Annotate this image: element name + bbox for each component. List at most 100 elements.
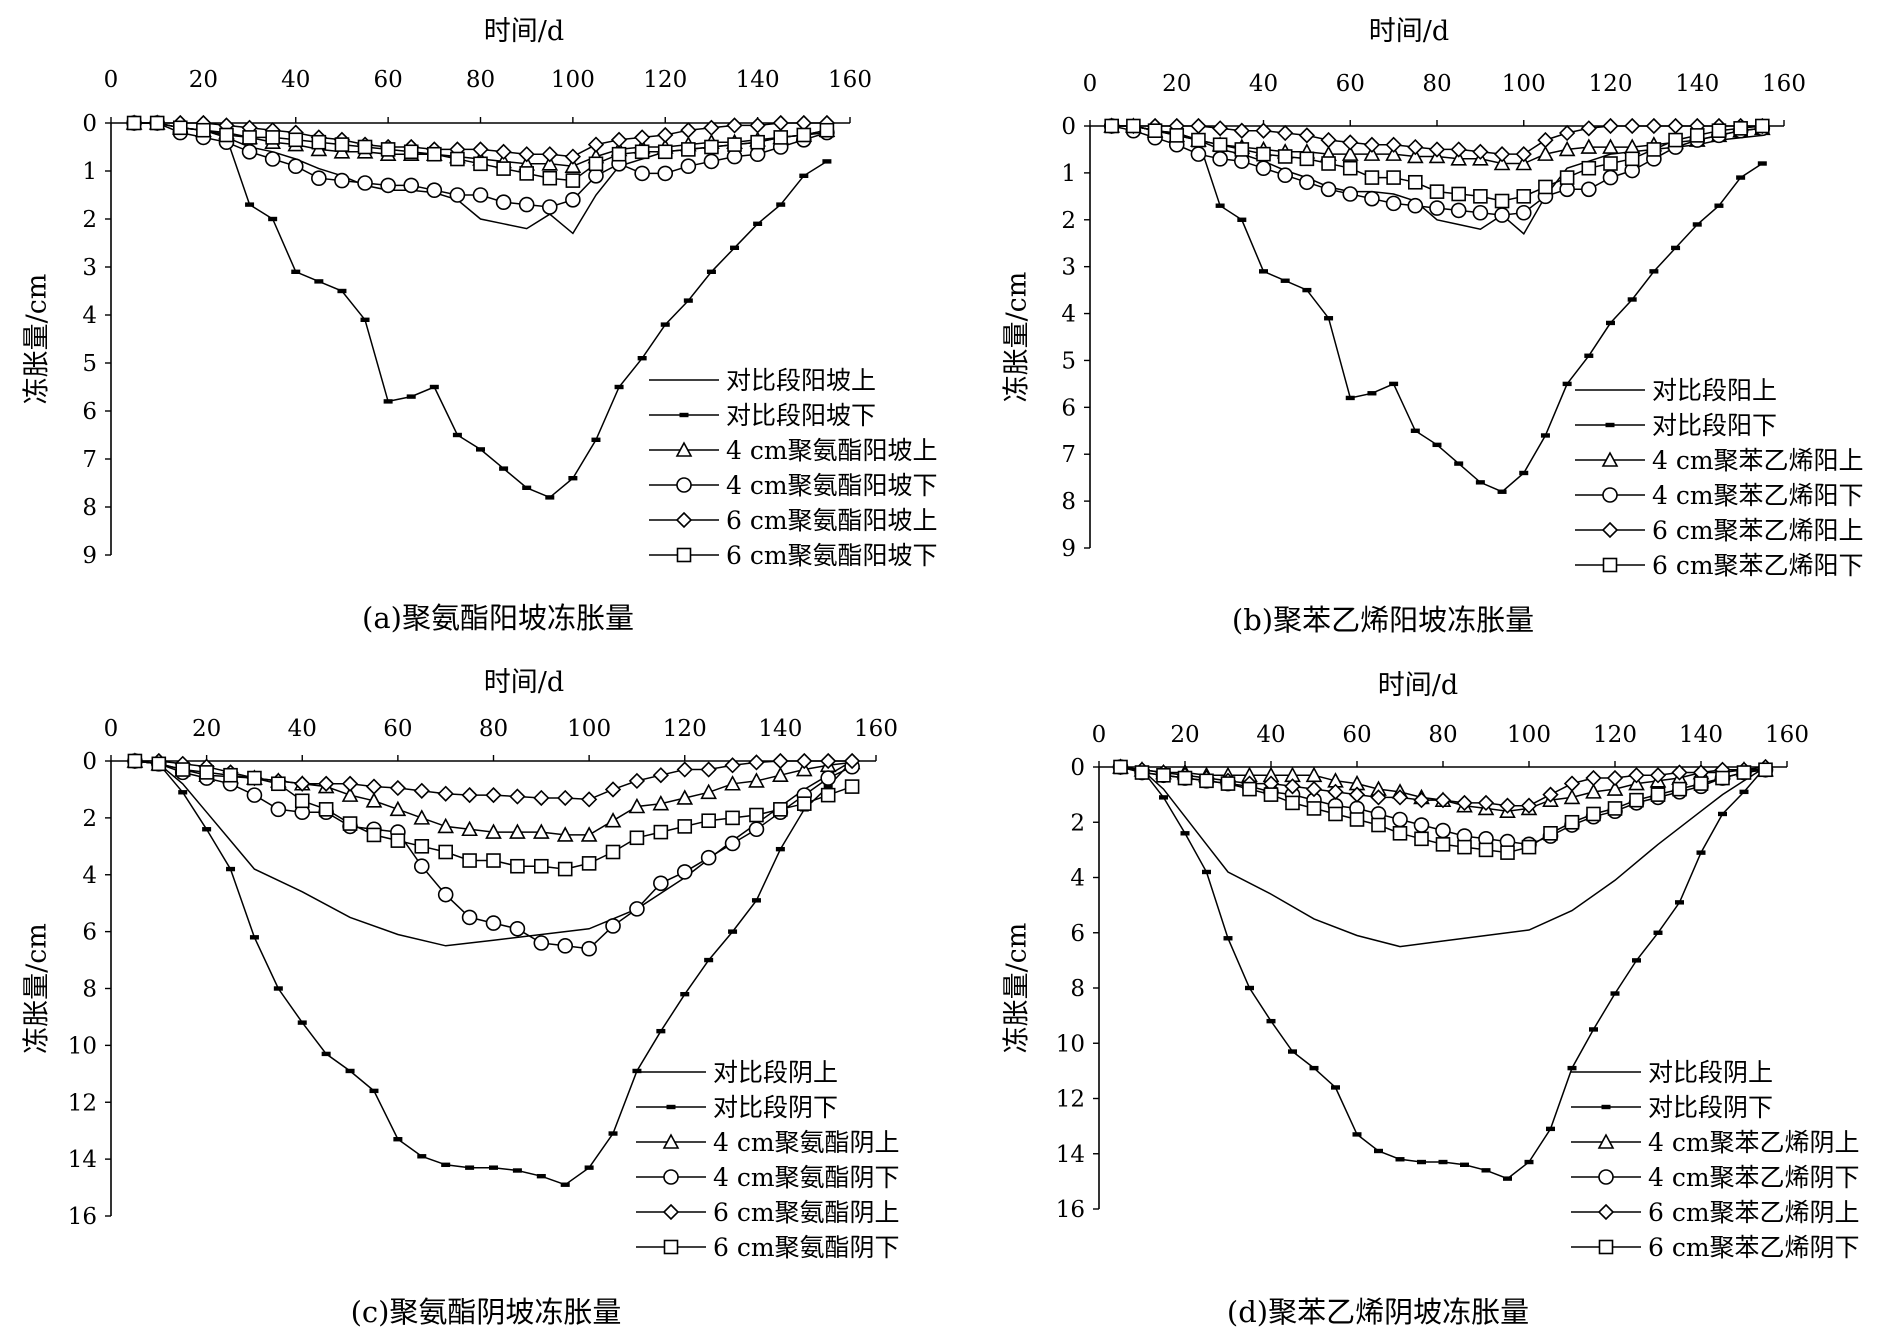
legend-label: 对比段阳上 bbox=[1652, 376, 1777, 405]
data-point bbox=[1288, 1049, 1297, 1054]
data-point bbox=[1385, 136, 1402, 153]
legend-marker bbox=[1597, 1133, 1615, 1149]
data-point bbox=[819, 122, 835, 138]
data-point bbox=[1477, 794, 1495, 812]
y-axis-title: 冻胀量/cm bbox=[1002, 923, 1033, 1054]
data-point bbox=[1581, 181, 1597, 198]
data-point bbox=[680, 122, 697, 139]
data-point bbox=[345, 1068, 355, 1074]
data-point bbox=[1515, 204, 1532, 221]
data-point bbox=[437, 817, 455, 834]
data-point bbox=[727, 137, 742, 152]
data-point bbox=[748, 772, 765, 788]
data-point bbox=[1520, 797, 1538, 814]
x-tick-label: 160 bbox=[854, 716, 898, 742]
data-point bbox=[1649, 269, 1659, 274]
data-point bbox=[223, 767, 238, 783]
data-point bbox=[1580, 138, 1598, 154]
data-point bbox=[1113, 759, 1128, 775]
data-point bbox=[1515, 154, 1533, 171]
y-tick-label: 2 bbox=[1061, 208, 1076, 234]
data-point bbox=[1693, 776, 1709, 791]
data-point bbox=[1457, 839, 1472, 855]
data-point bbox=[510, 858, 525, 874]
data-point bbox=[1385, 195, 1402, 212]
data-point bbox=[751, 898, 761, 903]
legend-label: 4 cm聚氨酯阴上 bbox=[713, 1128, 900, 1157]
data-point bbox=[533, 789, 550, 807]
data-point bbox=[776, 202, 786, 207]
data-point bbox=[485, 823, 502, 839]
data-point bbox=[509, 920, 526, 937]
data-point bbox=[1454, 461, 1464, 466]
data-point bbox=[476, 447, 485, 452]
data-point bbox=[1472, 204, 1489, 221]
data-point bbox=[1255, 160, 1272, 176]
x-tick-label: 100 bbox=[567, 716, 611, 742]
series-line bbox=[1120, 766, 1766, 948]
legend-label: 对比段阳下 bbox=[1652, 411, 1777, 440]
data-point bbox=[1309, 1065, 1319, 1071]
y-tick-label: 5 bbox=[82, 351, 97, 377]
data-point bbox=[341, 786, 359, 802]
data-point bbox=[1212, 137, 1228, 153]
data-point bbox=[608, 1131, 618, 1136]
data-point bbox=[1559, 170, 1575, 185]
series-line bbox=[134, 760, 853, 870]
data-point bbox=[753, 221, 763, 226]
data-point bbox=[1299, 174, 1315, 191]
series-6 bbox=[127, 753, 860, 877]
legend-marker bbox=[1601, 521, 1619, 539]
data-point bbox=[472, 187, 489, 203]
data-point bbox=[1256, 146, 1271, 162]
data-point bbox=[748, 821, 765, 838]
x-tick-label: 80 bbox=[1428, 722, 1457, 748]
series-line bbox=[134, 760, 853, 947]
x-tick-label: 160 bbox=[828, 67, 872, 93]
data-point bbox=[1739, 789, 1749, 795]
data-point bbox=[449, 187, 466, 203]
data-point bbox=[512, 1168, 522, 1173]
data-point bbox=[772, 114, 789, 132]
data-point bbox=[1242, 781, 1257, 797]
data-point bbox=[1540, 433, 1550, 438]
data-point bbox=[268, 216, 278, 222]
data-point bbox=[634, 165, 650, 182]
data-point bbox=[629, 830, 645, 846]
data-point bbox=[1302, 287, 1312, 293]
data-point bbox=[611, 146, 627, 162]
x-tick-label: 120 bbox=[1593, 722, 1637, 748]
legend-label: 4 cm聚苯乙烯阳上 bbox=[1652, 446, 1864, 475]
data-point bbox=[564, 148, 582, 165]
x-tick-label: 0 bbox=[1092, 722, 1107, 748]
data-point bbox=[1628, 767, 1645, 784]
data-point bbox=[1478, 842, 1494, 858]
x-axis-title: 时间/d bbox=[1369, 16, 1449, 47]
data-point bbox=[1692, 222, 1702, 227]
legend-label: 对比段阳坡下 bbox=[726, 401, 876, 430]
data-point bbox=[489, 1165, 498, 1170]
x-tick-label: 100 bbox=[1502, 71, 1546, 97]
y-tick-label: 2 bbox=[82, 806, 97, 832]
data-point bbox=[1689, 128, 1705, 143]
data-point bbox=[700, 761, 717, 778]
y-tick-label: 14 bbox=[1056, 1142, 1085, 1168]
data-point bbox=[172, 120, 188, 136]
x-tick-label: 140 bbox=[758, 716, 802, 742]
data-point bbox=[680, 158, 697, 174]
data-point bbox=[273, 986, 283, 991]
y-tick-label: 6 bbox=[1061, 395, 1076, 421]
data-point bbox=[1134, 765, 1150, 780]
data-point bbox=[357, 139, 373, 155]
data-point bbox=[1438, 1159, 1448, 1165]
data-point bbox=[1524, 1159, 1534, 1165]
data-point bbox=[588, 156, 604, 172]
data-point bbox=[1736, 175, 1746, 180]
series-1 bbox=[1120, 766, 1766, 948]
data-point bbox=[820, 770, 836, 786]
data-point bbox=[1432, 442, 1442, 448]
data-point bbox=[403, 144, 419, 160]
data-point bbox=[1435, 822, 1451, 839]
data-point bbox=[1389, 381, 1399, 387]
data-point bbox=[545, 495, 555, 500]
